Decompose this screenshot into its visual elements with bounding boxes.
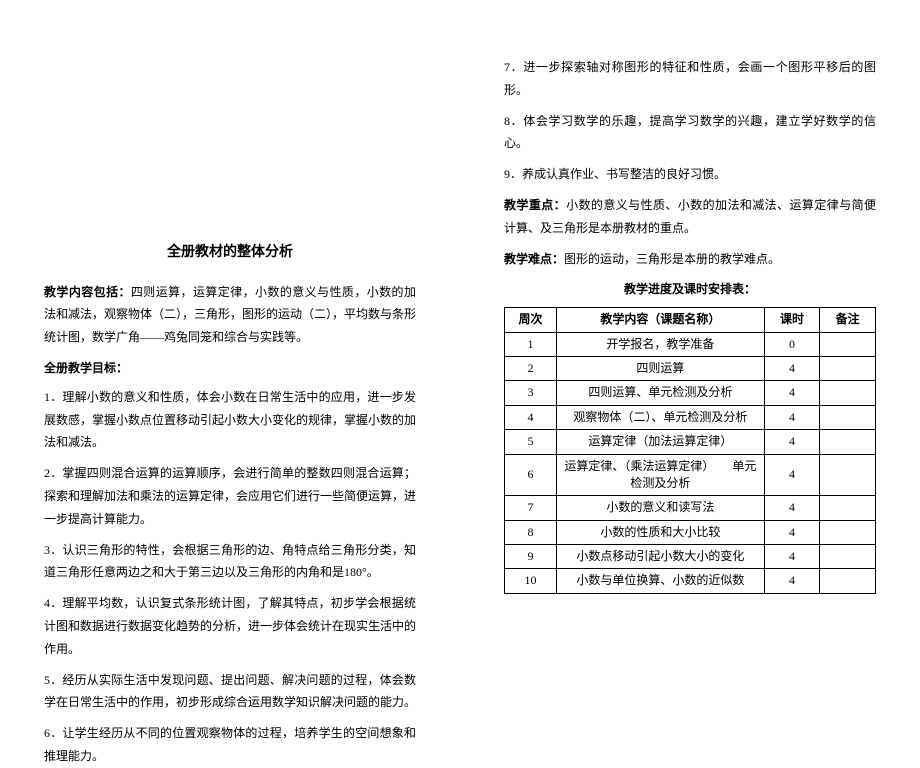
cell-hours: 4 [764, 520, 820, 544]
goals-heading: 全册教学目标： [44, 357, 416, 380]
goal-item: 3．认识三角形的特性，会根据三角形的边、角特点给三角形分类，知道三角形任意两边之… [44, 539, 416, 585]
cell-content: 四则运算 [556, 356, 764, 380]
th-week: 周次 [505, 308, 557, 332]
cell-week: 6 [505, 454, 557, 496]
cell-content: 小数与单位换算、小数的近似数 [556, 569, 764, 593]
goal-item: 7．进一步探索轴对称图形的特征和性质，会画一个图形平移后的图形。 [504, 56, 876, 102]
cell-note [820, 545, 876, 569]
cell-week: 7 [505, 496, 557, 520]
goal-item: 2．掌握四则混合运算的运算顺序，会进行简单的整数四则混合运算；探索和理解加法和乘… [44, 462, 416, 530]
cell-week: 3 [505, 381, 557, 405]
cell-week: 5 [505, 430, 557, 454]
cell-content: 四则运算、单元检测及分析 [556, 381, 764, 405]
cell-week: 2 [505, 356, 557, 380]
goal-item: 8．体会学习数学的乐趣，提高学习数学的兴趣，建立学好数学的信心。 [504, 110, 876, 156]
left-column: 全册教材的整体分析 教学内容包括：四则运算，运算定律，小数的意义与性质，小数的加… [0, 0, 460, 651]
goal-item: 9．养成认真作业、书写整洁的良好习惯。 [504, 163, 876, 186]
table-row: 4 观察物体（二）、单元检测及分析 4 [505, 405, 876, 429]
cell-week: 4 [505, 405, 557, 429]
table-row: 9 小数点移动引起小数大小的变化 4 [505, 545, 876, 569]
table-row: 5 运算定律（加法运算定律） 4 [505, 430, 876, 454]
table-body: 1 开学报名，教学准备 0 2 四则运算 4 3 四则运算、单元检测及分析 4 [505, 332, 876, 593]
page-two-column: 全册教材的整体分析 教学内容包括：四则运算，运算定律，小数的意义与性质，小数的加… [0, 0, 920, 651]
cell-hours: 4 [764, 454, 820, 496]
difficulty-paragraph: 教学难点：图形的运动，三角形是本册的教学难点。 [504, 248, 876, 271]
table-row: 7 小数的意义和读写法 4 [505, 496, 876, 520]
goal-item: 4．理解平均数，认识复式条形统计图，了解其特点，初步学会根据统计图和数据进行数据… [44, 592, 416, 660]
schedule-table: 周次 教学内容（课题名称） 课时 备注 1 开学报名，教学准备 0 2 四则运算… [504, 307, 876, 594]
cell-note [820, 454, 876, 496]
table-header-row: 周次 教学内容（课题名称） 课时 备注 [505, 308, 876, 332]
cell-note [820, 496, 876, 520]
cell-note [820, 569, 876, 593]
cell-hours: 4 [764, 569, 820, 593]
cell-note [820, 405, 876, 429]
cell-hours: 4 [764, 430, 820, 454]
cell-content: 观察物体（二）、单元检测及分析 [556, 405, 764, 429]
cell-hours: 4 [764, 496, 820, 520]
doc-title: 全册教材的整体分析 [44, 240, 416, 267]
th-hours: 课时 [764, 308, 820, 332]
cell-week: 1 [505, 332, 557, 356]
focus-paragraph: 教学重点：小数的意义与性质、小数的加法和减法、运算定律与简便计算、及三角形是本册… [504, 194, 876, 240]
cell-hours: 4 [764, 356, 820, 380]
cell-content: 小数点移动引起小数大小的变化 [556, 545, 764, 569]
cell-content: 运算定律（加法运算定律） [556, 430, 764, 454]
th-content: 教学内容（课题名称） [556, 308, 764, 332]
goal-item: 6．让学生经历从不同的位置观察物体的过程，培养学生的空间想象和推理能力。 [44, 722, 416, 768]
cell-content: 开学报名，教学准备 [556, 332, 764, 356]
content-label: 教学内容包括： [44, 285, 131, 299]
right-column: 7．进一步探索轴对称图形的特征和性质，会画一个图形平移后的图形。 8．体会学习数… [460, 0, 920, 651]
cell-hours: 4 [764, 381, 820, 405]
table-row: 8 小数的性质和大小比较 4 [505, 520, 876, 544]
cell-week: 9 [505, 545, 557, 569]
cell-note [820, 520, 876, 544]
cell-note [820, 430, 876, 454]
th-note: 备注 [820, 308, 876, 332]
cell-week: 10 [505, 569, 557, 593]
schedule-title: 教学进度及课时安排表： [504, 278, 876, 301]
cell-hours: 4 [764, 405, 820, 429]
cell-note [820, 356, 876, 380]
cell-hours: 4 [764, 545, 820, 569]
cell-note [820, 332, 876, 356]
table-row: 2 四则运算 4 [505, 356, 876, 380]
table-row: 1 开学报名，教学准备 0 [505, 332, 876, 356]
cell-week: 8 [505, 520, 557, 544]
table-row: 6 运算定律、（乘法运算定律） 单元检测及分析 4 [505, 454, 876, 496]
cell-content: 运算定律、（乘法运算定律） 单元检测及分析 [556, 454, 764, 496]
goal-item: 1．理解小数的意义和性质，体会小数在日常生活中的应用，进一步发展数感，掌握小数点… [44, 386, 416, 454]
content-paragraph: 教学内容包括：四则运算，运算定律，小数的意义与性质，小数的加法和减法，观察物体（… [44, 281, 416, 349]
cell-content: 小数的性质和大小比较 [556, 520, 764, 544]
difficulty-body: 图形的运动，三角形是本册的教学难点。 [564, 252, 780, 266]
cell-hours: 0 [764, 332, 820, 356]
cell-content: 小数的意义和读写法 [556, 496, 764, 520]
table-row: 10 小数与单位换算、小数的近似数 4 [505, 569, 876, 593]
cell-note [820, 381, 876, 405]
goal-item: 5．经历从实际生活中发现问题、提出问题、解决问题的过程，体会数学在日常生活中的作… [44, 669, 416, 715]
focus-label: 教学重点： [504, 198, 566, 212]
table-row: 3 四则运算、单元检测及分析 4 [505, 381, 876, 405]
difficulty-label: 教学难点： [504, 252, 564, 266]
